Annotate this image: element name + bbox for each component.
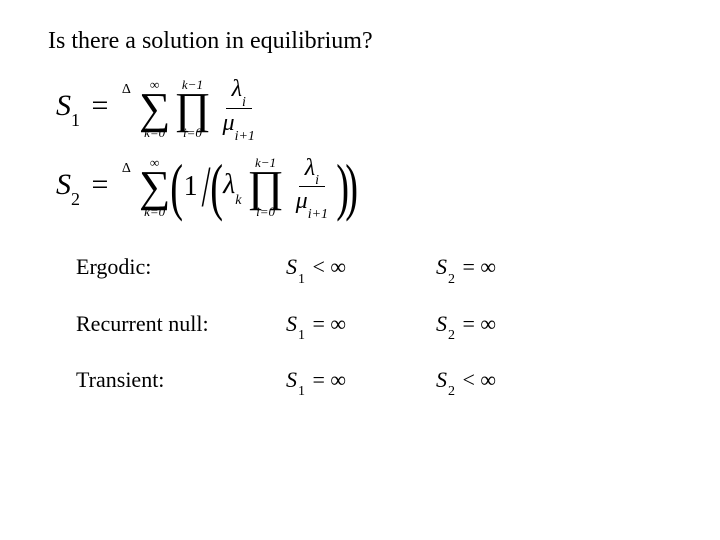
eq2-prod-bot: i=0: [256, 205, 275, 218]
eq2-den-sub: i+1: [308, 207, 328, 222]
eq1-sum: ∞ ∑ k=0: [139, 78, 170, 140]
cond-s2-var: S: [436, 311, 447, 336]
equations-block: S1 = Δ ∞ ∑ k=0 k−1 ∏ i=0 λi μi+1: [56, 77, 672, 218]
cond-s2-var: S: [436, 254, 447, 279]
cond-s1-var: S: [286, 367, 297, 392]
eq2-frac-den: μi+1: [290, 187, 334, 218]
eq1-fraction: λi μi+1: [217, 77, 261, 140]
eq2-fraction: λi μi+1: [290, 156, 334, 219]
eq2-equals: =: [92, 168, 109, 201]
cond-s2-sub: 2: [448, 272, 455, 287]
condition-row-ergodic: Ergodic: S1 < ∞ S2 = ∞: [76, 254, 672, 284]
eq1-lhs-sub: 1: [71, 110, 80, 130]
condition-s2: S2 = ∞: [436, 254, 496, 284]
equation-s2: S2 = Δ ∞ ∑ k=0 ( 1 / ( λk k−1 ∏ i=0: [56, 156, 672, 219]
cond-s1-rel: =: [313, 311, 325, 336]
condition-s1: S1 = ∞: [286, 367, 436, 397]
eq2-lambda-k: λk: [223, 169, 241, 205]
eq1-den-var: μ: [223, 110, 235, 136]
eq2-frac-num: λi: [299, 156, 325, 188]
infinity-icon: ∞: [480, 311, 496, 336]
condition-s1: S1 = ∞: [286, 311, 436, 341]
eq2-num-sub: i: [315, 173, 319, 188]
eq2-sum-bot: k=0: [144, 205, 165, 218]
slide: Is there a solution in equilibrium? S1 =…: [0, 0, 720, 451]
condition-row-recurrent-null: Recurrent null: S1 = ∞ S2 = ∞: [76, 311, 672, 341]
eq1-frac-num: λi: [226, 77, 252, 109]
condition-label: Transient:: [76, 367, 286, 397]
cond-s2-sub: 2: [448, 384, 455, 399]
eq2-lhs-sub: 2: [71, 189, 80, 209]
cond-s2-sub: 2: [448, 328, 455, 343]
eq1-lhs-var: S: [56, 89, 71, 122]
eq2-num-var: λ: [305, 155, 315, 181]
rparen-outer-icon: ): [346, 161, 359, 212]
eq1-num-var: λ: [232, 76, 242, 102]
cond-s1-sub: 1: [298, 328, 305, 343]
condition-label: Ergodic:: [76, 254, 286, 284]
eq2-lambda-sub: k: [235, 193, 241, 208]
cond-s2-rel: =: [463, 311, 475, 336]
eq2-lhs: S2 = Δ: [56, 168, 129, 206]
infinity-icon: ∞: [330, 367, 346, 392]
eq1-prod: k−1 ∏ i=0: [174, 78, 210, 140]
infinity-icon: ∞: [330, 311, 346, 336]
conditions-table: Ergodic: S1 < ∞ S2 = ∞ Recurrent null: S…: [76, 254, 672, 397]
cond-s2-rel: =: [463, 254, 475, 279]
condition-s1: S1 < ∞: [286, 254, 436, 284]
page-title: Is there a solution in equilibrium?: [48, 28, 672, 55]
eq1-frac-den: μi+1: [217, 109, 261, 140]
condition-s2: S2 = ∞: [436, 311, 496, 341]
condition-row-transient: Transient: S1 = ∞ S2 < ∞: [76, 367, 672, 397]
eq1-prod-bot: i=0: [183, 126, 202, 139]
eq2-one: 1: [184, 171, 198, 203]
condition-s2: S2 < ∞: [436, 367, 496, 397]
sigma-icon: ∑: [139, 89, 170, 129]
eq2-lambda-var: λ: [223, 169, 235, 200]
cond-s2-rel: <: [463, 367, 475, 392]
pi-icon: ∏: [247, 167, 283, 207]
cond-s1-rel: <: [313, 254, 325, 279]
eq1-num-sub: i: [242, 95, 246, 110]
cond-s1-sub: 1: [298, 272, 305, 287]
infinity-icon: ∞: [480, 254, 496, 279]
cond-s1-rel: =: [313, 367, 325, 392]
cond-s1-var: S: [286, 311, 297, 336]
eq1-equals: =: [92, 89, 109, 122]
eq2-sum: ∞ ∑ k=0: [139, 156, 170, 218]
infinity-icon: ∞: [480, 367, 496, 392]
cond-s2-var: S: [436, 367, 447, 392]
cond-s1-var: S: [286, 254, 297, 279]
condition-label: Recurrent null:: [76, 311, 286, 341]
eq2-den-var: μ: [296, 188, 308, 214]
eq1-lhs: S1 = Δ: [56, 89, 129, 127]
pi-icon: ∏: [174, 89, 210, 129]
eq2-lhs-var: S: [56, 168, 71, 201]
sigma-icon: ∑: [139, 167, 170, 207]
lparen-outer-icon: (: [171, 161, 184, 212]
eq1-sum-bot: k=0: [144, 126, 165, 139]
eq1-delta: Δ: [122, 82, 131, 97]
cond-s1-sub: 1: [298, 384, 305, 399]
eq2-delta: Δ: [122, 161, 131, 176]
lparen-inner-icon: (: [210, 161, 223, 212]
equation-s1: S1 = Δ ∞ ∑ k=0 k−1 ∏ i=0 λi μi+1: [56, 77, 672, 140]
divide-slash-icon: /: [201, 164, 210, 210]
eq2-prod: k−1 ∏ i=0: [247, 156, 283, 218]
eq1-den-sub: i+1: [235, 129, 255, 144]
infinity-icon: ∞: [330, 254, 346, 279]
